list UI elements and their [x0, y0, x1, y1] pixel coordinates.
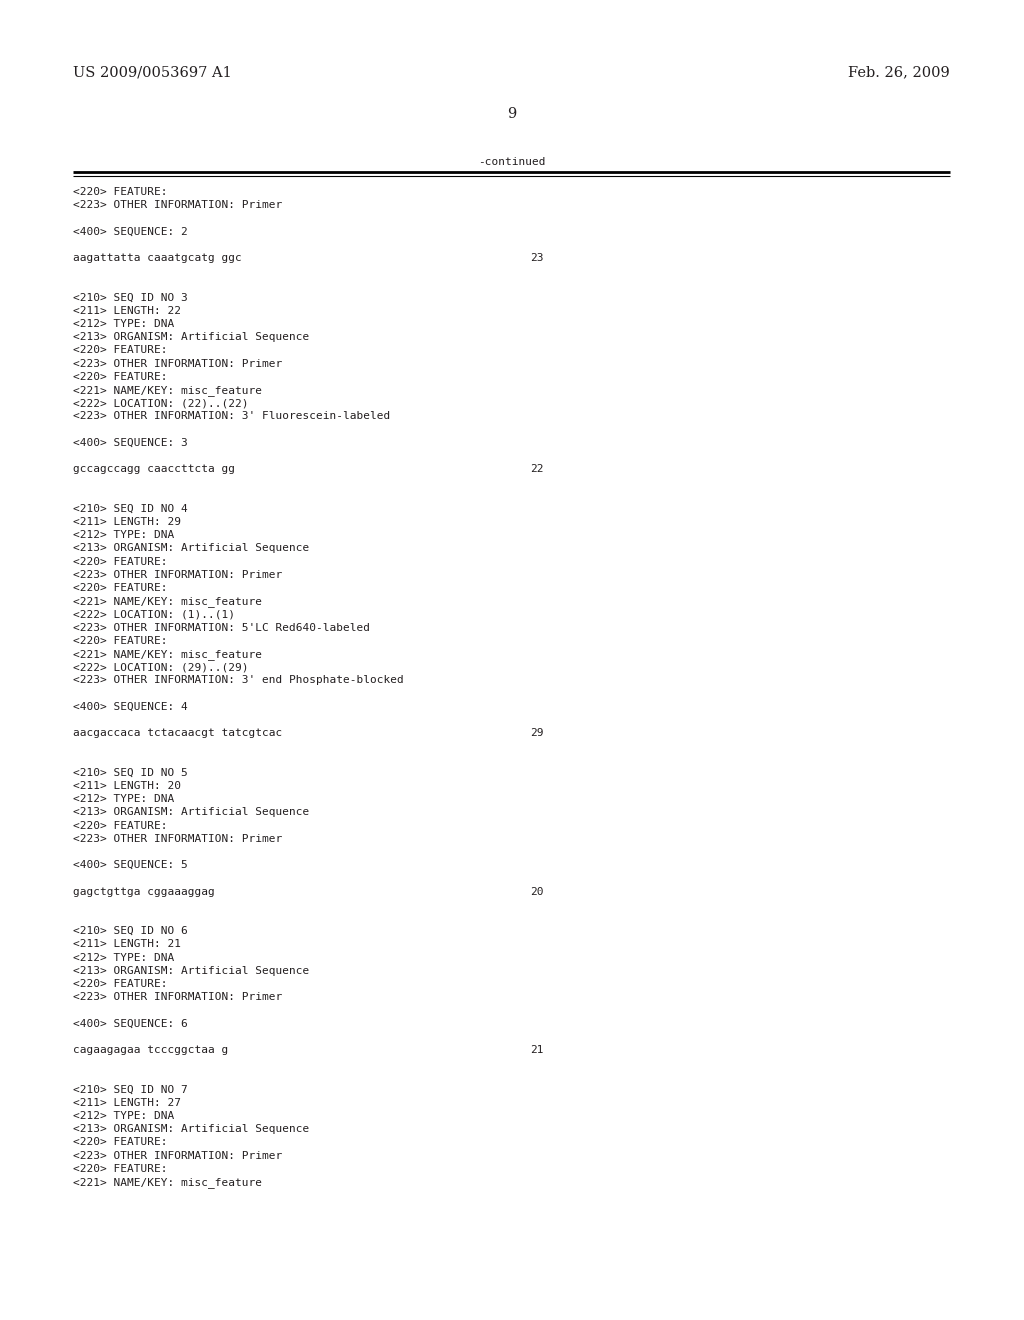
Text: 22: 22: [530, 465, 544, 474]
Text: <212> TYPE: DNA: <212> TYPE: DNA: [73, 795, 174, 804]
Text: <220> FEATURE:: <220> FEATURE:: [73, 1164, 168, 1173]
Text: <220> FEATURE:: <220> FEATURE:: [73, 979, 168, 989]
Text: <400> SEQUENCE: 6: <400> SEQUENCE: 6: [73, 1019, 187, 1028]
Text: <220> FEATURE:: <220> FEATURE:: [73, 346, 168, 355]
Text: <222> LOCATION: (1)..(1): <222> LOCATION: (1)..(1): [73, 610, 234, 619]
Text: <210> SEQ ID NO 4: <210> SEQ ID NO 4: [73, 504, 187, 513]
Text: <211> LENGTH: 27: <211> LENGTH: 27: [73, 1098, 181, 1107]
Text: <400> SEQUENCE: 3: <400> SEQUENCE: 3: [73, 438, 187, 447]
Text: 20: 20: [530, 887, 544, 896]
Text: <400> SEQUENCE: 2: <400> SEQUENCE: 2: [73, 227, 187, 236]
Text: 29: 29: [530, 729, 544, 738]
Text: <400> SEQUENCE: 4: <400> SEQUENCE: 4: [73, 702, 187, 711]
Text: <220> FEATURE:: <220> FEATURE:: [73, 583, 168, 593]
Text: <221> NAME/KEY: misc_feature: <221> NAME/KEY: misc_feature: [73, 597, 262, 607]
Text: -continued: -continued: [478, 157, 546, 168]
Text: <210> SEQ ID NO 5: <210> SEQ ID NO 5: [73, 768, 187, 777]
Text: <223> OTHER INFORMATION: Primer: <223> OTHER INFORMATION: Primer: [73, 359, 283, 368]
Text: <212> TYPE: DNA: <212> TYPE: DNA: [73, 319, 174, 329]
Text: <223> OTHER INFORMATION: 5'LC Red640-labeled: <223> OTHER INFORMATION: 5'LC Red640-lab…: [73, 623, 370, 632]
Text: <211> LENGTH: 29: <211> LENGTH: 29: [73, 517, 181, 527]
Text: <223> OTHER INFORMATION: Primer: <223> OTHER INFORMATION: Primer: [73, 201, 283, 210]
Text: 9: 9: [507, 107, 517, 121]
Text: <213> ORGANISM: Artificial Sequence: <213> ORGANISM: Artificial Sequence: [73, 333, 309, 342]
Text: <213> ORGANISM: Artificial Sequence: <213> ORGANISM: Artificial Sequence: [73, 544, 309, 553]
Text: <400> SEQUENCE: 5: <400> SEQUENCE: 5: [73, 861, 187, 870]
Text: <213> ORGANISM: Artificial Sequence: <213> ORGANISM: Artificial Sequence: [73, 966, 309, 975]
Text: <212> TYPE: DNA: <212> TYPE: DNA: [73, 531, 174, 540]
Text: aagattatta caaatgcatg ggc: aagattatta caaatgcatg ggc: [73, 253, 242, 263]
Text: <213> ORGANISM: Artificial Sequence: <213> ORGANISM: Artificial Sequence: [73, 808, 309, 817]
Text: gagctgttga cggaaaggag: gagctgttga cggaaaggag: [73, 887, 215, 896]
Text: gccagccagg caaccttcta gg: gccagccagg caaccttcta gg: [73, 465, 234, 474]
Text: <210> SEQ ID NO 6: <210> SEQ ID NO 6: [73, 927, 187, 936]
Text: <223> OTHER INFORMATION: Primer: <223> OTHER INFORMATION: Primer: [73, 570, 283, 579]
Text: <223> OTHER INFORMATION: Primer: <223> OTHER INFORMATION: Primer: [73, 993, 283, 1002]
Text: <220> FEATURE:: <220> FEATURE:: [73, 187, 168, 197]
Text: <221> NAME/KEY: misc_feature: <221> NAME/KEY: misc_feature: [73, 1177, 262, 1188]
Text: aacgaccaca tctacaacgt tatcgtcac: aacgaccaca tctacaacgt tatcgtcac: [73, 729, 283, 738]
Text: <213> ORGANISM: Artificial Sequence: <213> ORGANISM: Artificial Sequence: [73, 1125, 309, 1134]
Text: <212> TYPE: DNA: <212> TYPE: DNA: [73, 953, 174, 962]
Text: Feb. 26, 2009: Feb. 26, 2009: [848, 65, 950, 79]
Text: <220> FEATURE:: <220> FEATURE:: [73, 372, 168, 381]
Text: <223> OTHER INFORMATION: Primer: <223> OTHER INFORMATION: Primer: [73, 834, 283, 843]
Text: <210> SEQ ID NO 3: <210> SEQ ID NO 3: [73, 293, 187, 302]
Text: 21: 21: [530, 1045, 544, 1055]
Text: <220> FEATURE:: <220> FEATURE:: [73, 821, 168, 830]
Text: cagaagagaa tcccggctaa g: cagaagagaa tcccggctaa g: [73, 1045, 228, 1055]
Text: <223> OTHER INFORMATION: 3' Fluorescein-labeled: <223> OTHER INFORMATION: 3' Fluorescein-…: [73, 412, 390, 421]
Text: <211> LENGTH: 20: <211> LENGTH: 20: [73, 781, 181, 791]
Text: <221> NAME/KEY: misc_feature: <221> NAME/KEY: misc_feature: [73, 649, 262, 660]
Text: <211> LENGTH: 21: <211> LENGTH: 21: [73, 940, 181, 949]
Text: <221> NAME/KEY: misc_feature: <221> NAME/KEY: misc_feature: [73, 385, 262, 396]
Text: <223> OTHER INFORMATION: Primer: <223> OTHER INFORMATION: Primer: [73, 1151, 283, 1160]
Text: <222> LOCATION: (22)..(22): <222> LOCATION: (22)..(22): [73, 399, 249, 408]
Text: <220> FEATURE:: <220> FEATURE:: [73, 557, 168, 566]
Text: <220> FEATURE:: <220> FEATURE:: [73, 1138, 168, 1147]
Text: <211> LENGTH: 22: <211> LENGTH: 22: [73, 306, 181, 315]
Text: <220> FEATURE:: <220> FEATURE:: [73, 636, 168, 645]
Text: US 2009/0053697 A1: US 2009/0053697 A1: [73, 65, 231, 79]
Text: <223> OTHER INFORMATION: 3' end Phosphate-blocked: <223> OTHER INFORMATION: 3' end Phosphat…: [73, 676, 403, 685]
Text: <222> LOCATION: (29)..(29): <222> LOCATION: (29)..(29): [73, 663, 249, 672]
Text: <210> SEQ ID NO 7: <210> SEQ ID NO 7: [73, 1085, 187, 1094]
Text: <212> TYPE: DNA: <212> TYPE: DNA: [73, 1111, 174, 1121]
Text: 23: 23: [530, 253, 544, 263]
